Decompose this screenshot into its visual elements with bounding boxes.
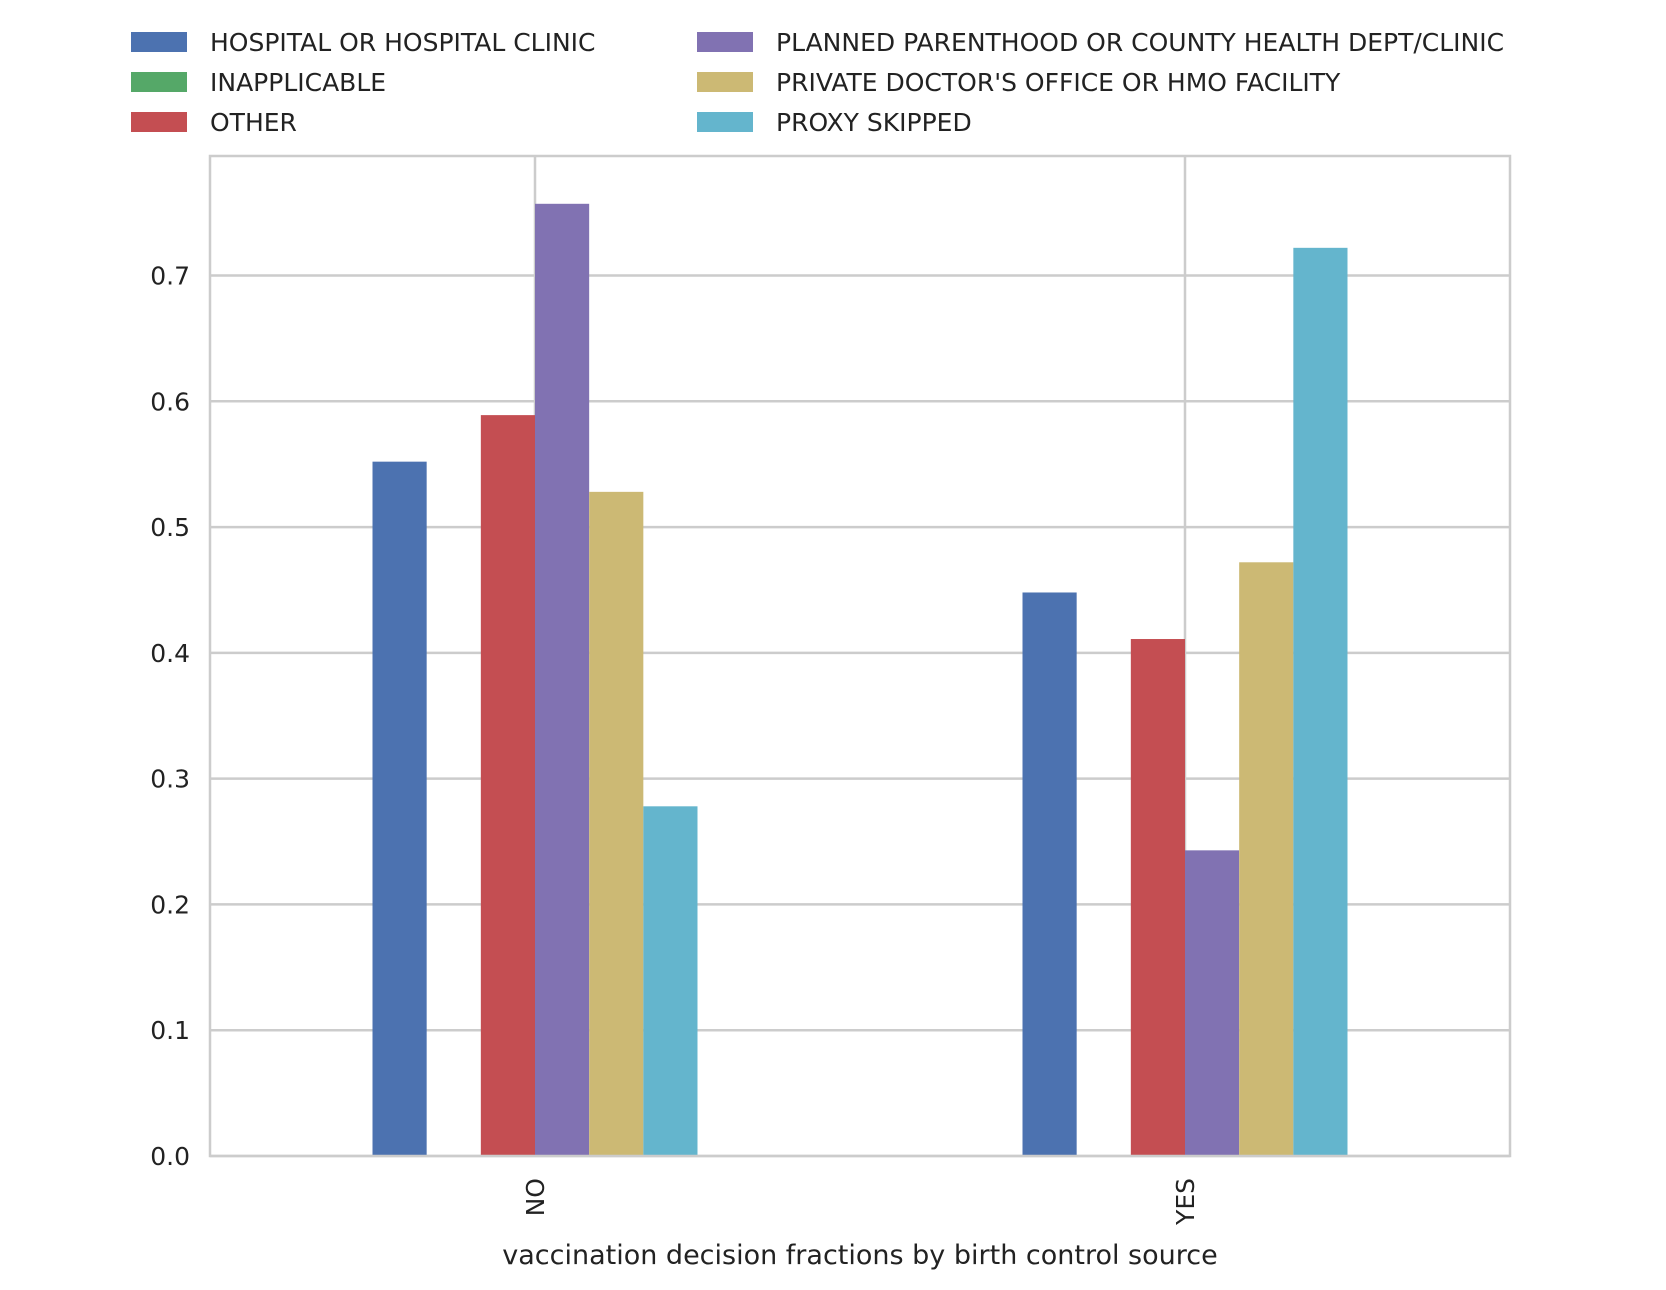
legend-swatch — [131, 32, 187, 52]
y-tick-label: 0.0 — [150, 1142, 190, 1171]
bar — [1293, 247, 1348, 1156]
legend: HOSPITAL OR HOSPITAL CLINIC INAPPLICABLE O… — [131, 28, 1504, 137]
legend-label: HOSPITAL OR HOSPITAL CLINIC — [210, 28, 596, 57]
legend-label: PRIVATE DOCTOR'S OFFICE OR HMO FACILITY — [776, 68, 1341, 97]
bar — [643, 806, 698, 1156]
y-tick-label: 0.4 — [150, 639, 190, 668]
y-tick-labels: 0.0 0.1 0.2 0.3 0.4 0.5 0.6 0.7 — [150, 261, 190, 1171]
x-axis-title: vaccination decision fractions by birth … — [502, 1240, 1217, 1271]
legend-swatch — [697, 72, 753, 92]
bar — [1130, 639, 1185, 1156]
legend-swatch — [131, 72, 187, 92]
legend-label: INAPPLICABLE — [210, 68, 386, 97]
bar — [1239, 562, 1294, 1156]
bar — [372, 461, 427, 1156]
legend-swatch — [131, 112, 187, 132]
legend-swatch — [697, 32, 753, 52]
bar — [1185, 850, 1240, 1156]
y-tick-label: 0.2 — [150, 890, 190, 919]
y-tick-label: 0.3 — [150, 765, 190, 794]
y-tick-label: 0.1 — [150, 1016, 190, 1045]
y-tick-label: 0.5 — [150, 513, 190, 542]
legend-swatch — [697, 112, 753, 132]
legend-label: PROXY SKIPPED — [776, 108, 972, 137]
bar — [535, 203, 590, 1157]
plot-frame — [208, 154, 1512, 1158]
y-tick-label: 0.6 — [150, 387, 190, 416]
bars — [372, 203, 1348, 1157]
legend-label: OTHER — [210, 108, 297, 137]
x-tick-label: YES — [1171, 1178, 1200, 1226]
bar — [589, 491, 644, 1156]
bar — [480, 415, 535, 1156]
y-tick-label: 0.7 — [150, 261, 190, 290]
x-tick-labels: NO YES — [521, 1178, 1200, 1226]
bar — [1022, 592, 1077, 1156]
x-tick-label: NO — [521, 1178, 550, 1216]
legend-label: PLANNED PARENTHOOD OR COUNTY HEALTH DEPT… — [776, 28, 1504, 57]
